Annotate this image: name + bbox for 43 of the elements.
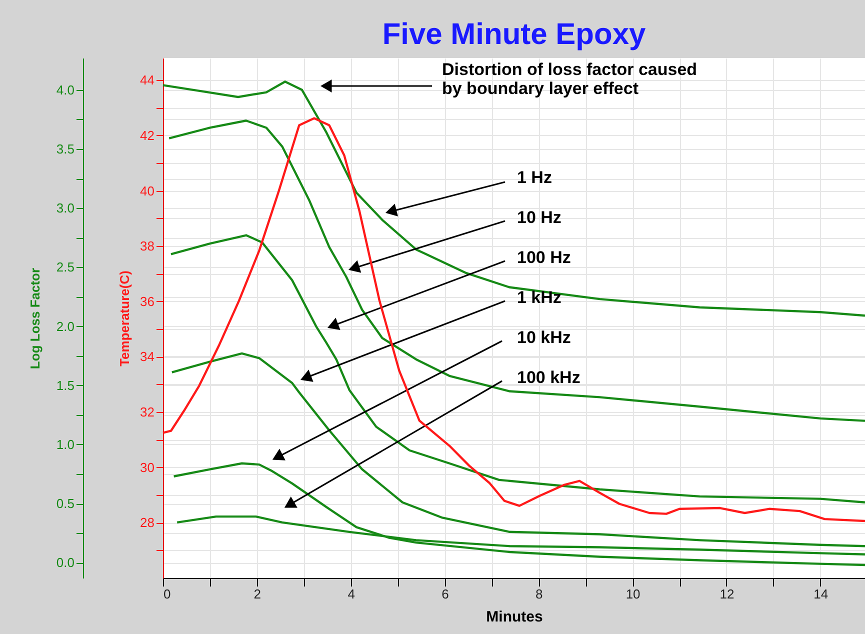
x-tick-label: 8 xyxy=(536,586,543,602)
y2-tick-label: 30 xyxy=(140,460,154,475)
line-series xyxy=(168,120,865,422)
y2-tick-label: 34 xyxy=(140,349,154,364)
y2-tick-label: 32 xyxy=(140,404,154,420)
y-axis-title: Log Loss Factor xyxy=(27,268,42,370)
y-tick-label: 0.0 xyxy=(56,555,74,570)
y-tick-label: 0.5 xyxy=(56,496,74,512)
y2-tick-label: 42 xyxy=(140,128,154,143)
y2-tick-label: 40 xyxy=(140,183,154,198)
y-tick-label: 1.0 xyxy=(56,436,74,452)
y-tick-label: 3.5 xyxy=(56,142,74,156)
annotation: 100 kHz xyxy=(517,368,580,387)
x-tick-label: 6 xyxy=(442,586,449,602)
y2-tick-label: 28 xyxy=(140,515,154,530)
annotation: 10 kHz xyxy=(517,328,571,347)
y-tick-label: 3.0 xyxy=(56,200,74,216)
line-series xyxy=(170,352,865,548)
y2-tick-label: 36 xyxy=(140,294,154,309)
chart-title: Five Minute Epoxy xyxy=(382,18,646,51)
annotation: 100 Hz xyxy=(517,248,571,267)
x-tick-label: 2 xyxy=(254,586,262,602)
annotation: 1 kHz xyxy=(517,288,562,307)
x-tick-label: 4 xyxy=(348,586,355,602)
x-tick-label: 10 xyxy=(626,586,640,602)
x-tick-label: 0 xyxy=(164,586,171,602)
annotation: 1 Hz xyxy=(517,168,552,187)
line-series xyxy=(172,462,865,566)
x-tick-label: 12 xyxy=(720,586,734,602)
y2-tick-label: 38 xyxy=(140,238,154,254)
y-tick-label: 1.5 xyxy=(56,378,74,393)
y2-axis-title: Temperature(C) xyxy=(117,270,132,366)
line-series xyxy=(170,234,865,504)
annotation: Distortion of loss factor caused by boundary layer effect xyxy=(442,60,698,98)
y-tick-label: 4.0 xyxy=(56,82,74,98)
annotation: 10 Hz xyxy=(517,208,562,227)
x-axis-title: Minutes xyxy=(486,608,543,626)
x-tick-label: 14 xyxy=(814,586,828,602)
line-series xyxy=(162,80,865,317)
y-tick-label: 2.5 xyxy=(56,260,74,275)
line-series xyxy=(162,117,865,522)
y-tick-label: 2.0 xyxy=(56,318,74,334)
y2-tick-label: 44 xyxy=(140,72,154,88)
